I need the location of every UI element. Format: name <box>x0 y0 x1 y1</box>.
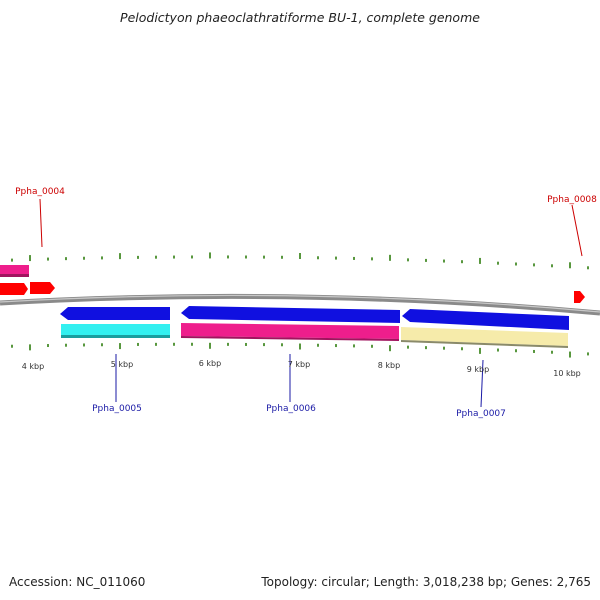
kbp-label-4: 4 kbp <box>22 362 44 371</box>
gene-arrow-red-1[interactable] <box>0 283 28 295</box>
inner-features <box>61 323 568 348</box>
feature-khaki[interactable] <box>401 327 568 346</box>
feature-cyan-shade <box>61 335 170 338</box>
reverse-genes <box>60 306 569 330</box>
page-title: Pelodictyon phaeoclathratiforme BU-1, co… <box>120 10 480 25</box>
kbp-label-9: 9 kbp <box>467 365 489 374</box>
gene-label-ppha-0008[interactable]: Ppha_0008 <box>547 195 597 205</box>
gene-label-ppha-0006[interactable]: Ppha_0006 <box>266 404 316 414</box>
gene-arrow-ppha-0006[interactable] <box>181 306 400 323</box>
tick-row-outer <box>11 252 589 270</box>
gene-label-ppha-0004[interactable]: Ppha_0004 <box>15 187 65 197</box>
feature-magenta-left-shade <box>0 274 29 277</box>
gene-arrow-ppha-0005[interactable] <box>60 307 170 320</box>
gene-labels: Ppha_0004 Ppha_0005 Ppha_0006 Ppha_0007 … <box>15 187 597 419</box>
callout-ppha-0007 <box>480 359 484 408</box>
kbp-label-8: 8 kbp <box>378 361 400 370</box>
forward-features <box>0 265 585 303</box>
callout-lines <box>39 198 583 408</box>
gene-label-ppha-0007[interactable]: Ppha_0007 <box>456 409 506 419</box>
tick-row-inner <box>11 342 589 358</box>
accession-text: Accession: NC_011060 <box>9 575 145 589</box>
feature-magenta-left[interactable] <box>0 265 29 276</box>
genome-summary-text: Topology: circular; Length: 3,018,238 bp… <box>260 575 591 589</box>
gene-arrow-red-2[interactable] <box>30 282 55 294</box>
callout-ppha-0008 <box>571 204 583 257</box>
feature-magenta-shade <box>181 336 399 341</box>
callout-ppha-0004 <box>39 198 43 248</box>
kbp-label-10: 10 kbp <box>553 369 581 378</box>
feature-magenta[interactable] <box>181 323 399 339</box>
kbp-labels: 4 kbp 5 kbp 6 kbp 7 kbp 8 kbp 9 kbp 10 k… <box>22 359 581 378</box>
gene-arrow-ppha-0007[interactable] <box>402 309 569 330</box>
kbp-label-7: 7 kbp <box>288 360 310 369</box>
gene-label-ppha-0005[interactable]: Ppha_0005 <box>92 404 142 414</box>
kbp-label-5: 5 kbp <box>111 360 133 369</box>
feature-khaki-shade <box>401 340 568 348</box>
feature-cyan[interactable] <box>61 324 170 336</box>
genome-backbone <box>0 293 600 316</box>
genome-backbone-highlight <box>0 294 600 313</box>
gene-arrow-ppha-0008[interactable] <box>574 291 585 303</box>
kbp-label-6: 6 kbp <box>199 359 221 368</box>
